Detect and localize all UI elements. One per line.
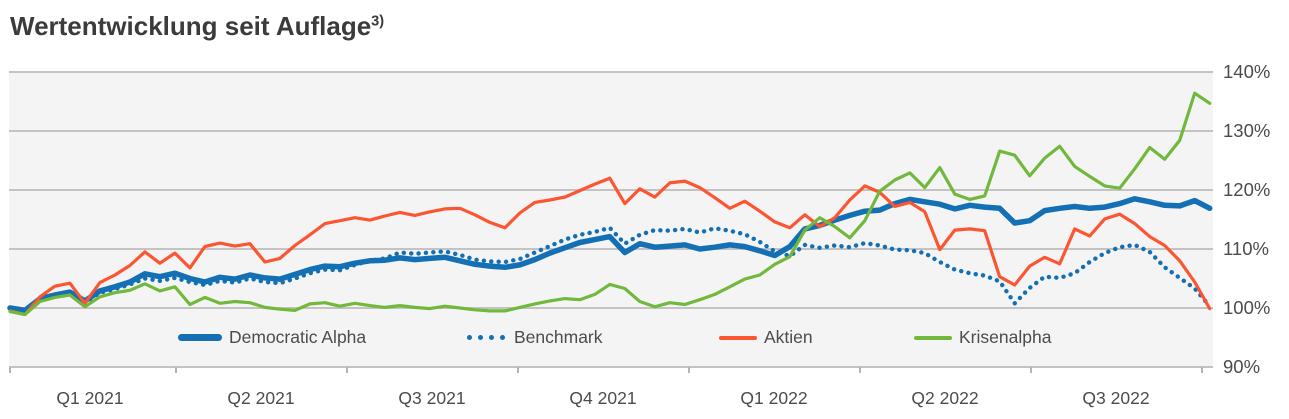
legend-label: Krisenalpha [959, 327, 1052, 347]
legend-item-aktien: Aktien [719, 327, 813, 348]
y-axis-label: 130% [1223, 120, 1271, 141]
x-axis-label: Q4 2021 [569, 388, 637, 408]
legend-item-democratic-alpha: Democratic Alpha [178, 327, 366, 348]
series-line-aktien [8, 176, 1212, 317]
x-axis-label: Q3 2021 [398, 388, 466, 408]
x-axis-label: Q2 2022 [911, 388, 979, 408]
series-line-benchmark [7, 225, 1212, 314]
legend-swatch-solid-line [719, 335, 757, 340]
legend-item-benchmark: Benchmark [467, 327, 603, 348]
x-axis-label: Q1 2021 [56, 388, 124, 408]
x-axis-label: Q3 2022 [1082, 388, 1150, 408]
x-axis-label: Q2 2021 [227, 388, 295, 408]
legend-label: Benchmark [514, 327, 603, 347]
legend-swatch-dotted-line [467, 335, 505, 340]
y-axis-label: 100% [1223, 297, 1271, 318]
legend-label: Aktien [764, 327, 813, 347]
series-line-krisenalpha [8, 91, 1212, 317]
legend-label: Democratic Alpha [229, 327, 367, 347]
chart-title-footnote-marker: 3) [371, 13, 385, 30]
y-axis-label: 90% [1223, 356, 1261, 377]
y-axis-label: 110% [1223, 238, 1269, 259]
y-axis-label: 140% [1223, 61, 1271, 82]
legend-swatch-solid-line [914, 335, 952, 340]
legend-swatch-solid-line [178, 334, 222, 341]
series-line-democratic-alpha [7, 196, 1213, 314]
chart-title: Wertentwicklung seit Auflage3) [10, 11, 384, 42]
y-axis-label: 120% [1223, 179, 1271, 200]
legend-item-krisenalpha: Krisenalpha [914, 327, 1051, 348]
chart-title-text: Wertentwicklung seit Auflage [10, 11, 372, 41]
x-axis-label: Q1 2022 [740, 388, 808, 408]
